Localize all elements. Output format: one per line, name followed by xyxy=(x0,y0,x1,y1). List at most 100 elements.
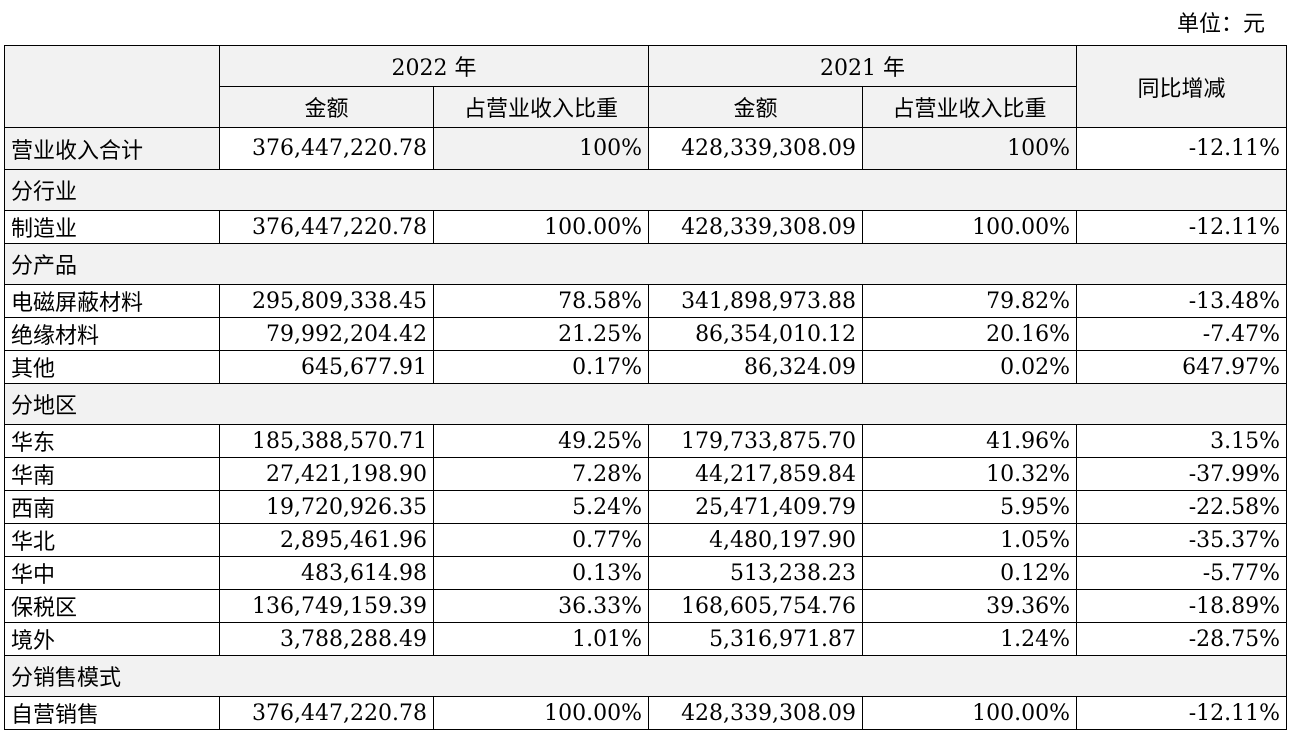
row-ratio-2021: 0.12% xyxy=(862,556,1078,590)
row-yoy: -13.48% xyxy=(1076,284,1288,318)
row-amount-2021: 179,733,875.70 xyxy=(648,424,864,458)
row-ratio-2022: 100.00% xyxy=(432,210,650,244)
row-label: 自营销售 xyxy=(4,696,220,730)
section-title: 分行业 xyxy=(3,169,1288,211)
unit-label: 单位：元 xyxy=(1176,12,1265,37)
row-amount-2022: 79,992,204.42 xyxy=(219,317,434,351)
row-yoy: -7.47% xyxy=(1076,317,1288,351)
row-amount-2022: 3,788,288.49 xyxy=(219,622,434,656)
row-yoy: -18.89% xyxy=(1076,589,1288,623)
row-yoy: -37.99% xyxy=(1076,457,1288,491)
row-amount-2021: 341,898,973.88 xyxy=(648,284,864,318)
total-amount-2021: 428,339,308.09 xyxy=(648,127,864,170)
row-amount-2021: 86,354,010.12 xyxy=(648,317,864,351)
section-row: 分行业 xyxy=(3,169,1288,211)
row-amount-2021: 428,339,308.09 xyxy=(648,696,864,730)
row-ratio-2022: 0.77% xyxy=(432,523,650,557)
row-amount-2022: 295,809,338.45 xyxy=(219,284,434,318)
row-ratio-2021: 1.05% xyxy=(862,523,1078,557)
row-ratio-2021: 1.24% xyxy=(862,622,1078,656)
row-ratio-2021: 79.82% xyxy=(862,284,1078,318)
row-amount-2021: 86,324.09 xyxy=(648,350,864,384)
row-amount-2021: 44,217,859.84 xyxy=(648,457,864,491)
table-row: 电磁屏蔽材料 295,809,338.45 78.58% 341,898,973.88… xyxy=(4,284,1288,318)
revenue-table: 2022 年 2021 年 同比增减 金额 占营业收入比重 金额 占营业收入比重… xyxy=(3,45,1288,730)
section-row: 分产品 xyxy=(3,243,1288,285)
row-ratio-2022: 7.28% xyxy=(432,457,650,491)
table-row: 西南 19,720,926.35 5.24% 25,471,409.79 5.95% -2… xyxy=(4,490,1288,524)
table-row: 保税区 136,749,159.39 36.33% 168,605,754.76 39.… xyxy=(4,589,1288,623)
row-label: 电磁屏蔽材料 xyxy=(4,284,220,318)
row-ratio-2022: 5.24% xyxy=(432,490,650,524)
section-title: 分产品 xyxy=(3,243,1288,285)
row-amount-2021: 5,316,971.87 xyxy=(648,622,864,656)
row-ratio-2022: 36.33% xyxy=(432,589,650,623)
row-ratio-2021: 100.00% xyxy=(862,210,1078,244)
row-amount-2022: 136,749,159.39 xyxy=(219,589,434,623)
row-label: 制造业 xyxy=(4,210,220,244)
table-row: 华中 483,614.98 0.13% 513,238.23 0.12% -5.77% xyxy=(4,556,1288,590)
row-amount-2022: 376,447,220.78 xyxy=(219,210,434,244)
row-yoy: 3.15% xyxy=(1076,424,1288,458)
row-ratio-2021: 5.95% xyxy=(862,490,1078,524)
row-yoy: -5.77% xyxy=(1076,556,1288,590)
row-yoy: -28.75% xyxy=(1076,622,1288,656)
table-row: 其他 645,677.91 0.17% 86,324.09 0.02% 647.97% xyxy=(4,350,1288,384)
row-amount-2022: 2,895,461.96 xyxy=(219,523,434,557)
row-amount-2022: 483,614.98 xyxy=(219,556,434,590)
header-year-2022: 2022 年 xyxy=(218,45,650,87)
row-yoy: 647.97% xyxy=(1076,350,1288,384)
table-row: 华东 185,388,570.71 49.25% 179,733,875.70 41.9… xyxy=(4,424,1288,458)
total-row: 营业收入合计 376,447,220.78 100% 428,339,308.0… xyxy=(4,127,1288,170)
row-label: 保税区 xyxy=(4,589,220,623)
row-yoy: -35.37% xyxy=(1076,523,1288,557)
row-ratio-2021: 0.02% xyxy=(862,350,1078,384)
table-row: 制造业 376,447,220.78 100.00% 428,339,308.09 10… xyxy=(4,210,1288,244)
row-amount-2021: 428,339,308.09 xyxy=(648,210,864,244)
header-amount-2021: 金额 xyxy=(648,86,864,128)
row-label: 华东 xyxy=(4,424,220,458)
table-row: 华南 27,421,198.90 7.28% 44,217,859.84 10.32% -… xyxy=(4,457,1288,491)
row-ratio-2022: 0.13% xyxy=(432,556,650,590)
header-ratio-2022: 占营业收入比重 xyxy=(432,86,650,128)
row-amount-2022: 19,720,926.35 xyxy=(219,490,434,524)
row-label: 华南 xyxy=(4,457,220,491)
row-label: 西南 xyxy=(4,490,220,524)
row-amount-2021: 513,238.23 xyxy=(648,556,864,590)
row-label: 华北 xyxy=(4,523,220,557)
section-title: 分销售模式 xyxy=(3,655,1288,697)
header-yoy: 同比增减 xyxy=(1076,45,1288,128)
header-ratio-2021: 占营业收入比重 xyxy=(862,86,1078,128)
row-ratio-2021: 20.16% xyxy=(862,317,1078,351)
row-ratio-2022: 21.25% xyxy=(432,317,650,351)
header-amount-2022: 金额 xyxy=(219,86,434,128)
header-corner-cell xyxy=(4,45,220,128)
row-amount-2022: 27,421,198.90 xyxy=(219,457,434,491)
row-ratio-2022: 1.01% xyxy=(432,622,650,656)
row-amount-2022: 376,447,220.78 xyxy=(219,696,434,730)
section-row: 分销售模式 xyxy=(3,655,1288,697)
row-yoy: -12.11% xyxy=(1076,696,1288,730)
table-row: 自营销售 376,447,220.78 100.00% 428,339,308.09 1… xyxy=(4,696,1288,730)
table-row: 华北 2,895,461.96 0.77% 4,480,197.90 1.05% -35.… xyxy=(4,523,1288,557)
table-row: 绝缘材料 79,992,204.42 21.25% 86,354,010.12 20.1… xyxy=(4,317,1288,351)
row-label: 境外 xyxy=(4,622,220,656)
row-amount-2022: 645,677.91 xyxy=(219,350,434,384)
row-amount-2021: 4,480,197.90 xyxy=(648,523,864,557)
row-ratio-2022: 49.25% xyxy=(432,424,650,458)
row-yoy: -12.11% xyxy=(1076,210,1288,244)
row-ratio-2022: 0.17% xyxy=(432,350,650,384)
row-ratio-2021: 39.36% xyxy=(862,589,1078,623)
row-label: 华中 xyxy=(4,556,220,590)
total-ratio-2021: 100% xyxy=(862,127,1078,170)
header-year-2021: 2021 年 xyxy=(648,45,1078,87)
section-title: 分地区 xyxy=(3,383,1288,425)
row-amount-2022: 185,388,570.71 xyxy=(219,424,434,458)
row-ratio-2021: 41.96% xyxy=(862,424,1078,458)
total-yoy: -12.11% xyxy=(1076,127,1288,170)
table-row: 境外 3,788,288.49 1.01% 5,316,971.87 1.24% -28.… xyxy=(4,622,1288,656)
row-yoy: -22.58% xyxy=(1076,490,1288,524)
row-ratio-2021: 100.00% xyxy=(862,696,1078,730)
row-amount-2021: 168,605,754.76 xyxy=(648,589,864,623)
row-label: 其他 xyxy=(4,350,220,384)
